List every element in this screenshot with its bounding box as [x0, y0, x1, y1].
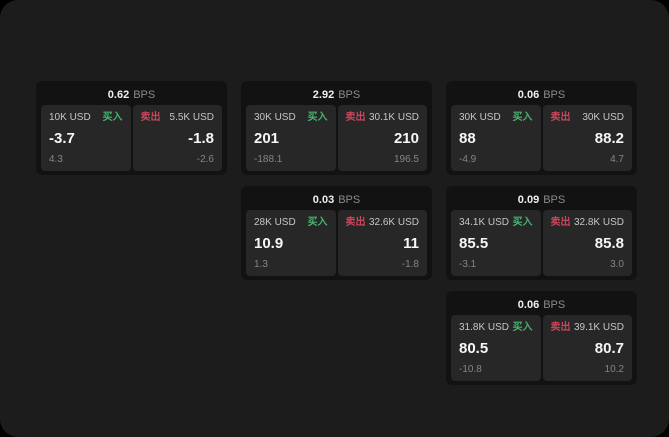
buy-change: -10.8 [459, 364, 482, 375]
buy-panel[interactable]: 30K USD 买入 201 -188.1 [246, 105, 336, 171]
sell-price: -1.8 [188, 130, 214, 147]
buy-amount: 10K USD [49, 112, 91, 123]
bps-header: 0.06 BPS [446, 81, 637, 106]
buy-amount: 31.8K USD [459, 322, 510, 333]
sell-side-label: 卖出 [550, 112, 571, 123]
sell-change: 196.5 [393, 154, 419, 165]
buy-amount: 30K USD [254, 112, 296, 123]
buy-price: 201 [254, 130, 280, 147]
bps-unit-label: BPS [543, 194, 566, 206]
buy-side-label: 买入 [512, 112, 533, 123]
sell-amount: 30K USD [582, 112, 624, 123]
bps-value: 0.06 [517, 89, 540, 101]
buy-panel[interactable]: 31.8K USD 买入 80.5 -10.8 [451, 315, 541, 381]
bps-header: 0.09 BPS [446, 186, 637, 211]
buy-amount: 34.1K USD [459, 217, 510, 228]
bps-header: 2.92 BPS [241, 81, 432, 106]
sell-side-label: 卖出 [345, 112, 366, 123]
buy-side-label: 买入 [307, 217, 328, 228]
bps-unit-label: BPS [543, 89, 566, 101]
buy-price: 88 [459, 130, 476, 147]
bps-unit-label: BPS [338, 194, 361, 206]
sell-amount: 32.8K USD [573, 217, 624, 228]
buy-change: 4.3 [49, 154, 63, 165]
bps-unit-label: BPS [133, 89, 156, 101]
sell-price: 11 [403, 235, 419, 252]
sell-side-label: 卖出 [550, 322, 571, 333]
bps-unit-label: BPS [338, 89, 361, 101]
quote-card: 0.06 BPS 31.8K USD 买入 80.5 -10.8 卖出 39.1… [446, 291, 637, 385]
buy-panel[interactable]: 30K USD 买入 88 -4.9 [451, 105, 541, 171]
buy-change: -4.9 [459, 154, 477, 165]
quote-card: 0.62 BPS 10K USD 买入 -3.7 4.3 卖出 5.5K USD… [36, 81, 227, 175]
sell-side-label: 卖出 [140, 112, 161, 123]
buy-change: -3.1 [459, 259, 477, 270]
sell-change: 10.2 [604, 364, 624, 375]
sell-change: -1.8 [401, 259, 419, 270]
bps-value: 0.09 [517, 194, 540, 206]
buy-price: 80.5 [459, 340, 489, 357]
buy-amount: 28K USD [254, 217, 296, 228]
sell-change: 3.0 [610, 259, 624, 270]
buy-change: 1.3 [254, 259, 268, 270]
quote-card: 0.09 BPS 34.1K USD 买入 85.5 -3.1 卖出 32.8K… [446, 186, 637, 280]
buy-panel[interactable]: 34.1K USD 买入 85.5 -3.1 [451, 210, 541, 276]
bps-value: 0.06 [517, 299, 540, 311]
sell-amount: 5.5K USD [169, 112, 214, 123]
buy-price: -3.7 [49, 130, 75, 147]
quote-card: 0.06 BPS 30K USD 买入 88 -4.9 卖出 30K USD 8… [446, 81, 637, 175]
buy-side-label: 买入 [512, 217, 533, 228]
buy-amount: 30K USD [459, 112, 501, 123]
sell-panel[interactable]: 卖出 30.1K USD 210 196.5 [337, 105, 427, 171]
quote-card: 0.03 BPS 28K USD 买入 10.9 1.3 卖出 32.6K US… [241, 186, 432, 280]
sell-amount: 32.6K USD [368, 217, 419, 228]
sell-price: 80.7 [594, 340, 624, 357]
buy-side-label: 买入 [307, 112, 328, 123]
buy-price: 85.5 [459, 235, 489, 252]
bps-header: 0.62 BPS [36, 81, 227, 106]
buy-side-label: 买入 [102, 112, 123, 123]
sell-panel[interactable]: 卖出 30K USD 88.2 4.7 [542, 105, 632, 171]
sell-change: 4.7 [610, 154, 624, 165]
sell-side-label: 卖出 [345, 217, 366, 228]
bps-unit-label: BPS [543, 299, 566, 311]
bps-header: 0.03 BPS [241, 186, 432, 211]
bps-header: 0.06 BPS [446, 291, 637, 316]
sell-panel[interactable]: 卖出 39.1K USD 80.7 10.2 [542, 315, 632, 381]
sell-panel[interactable]: 卖出 32.8K USD 85.8 3.0 [542, 210, 632, 276]
buy-price: 10.9 [254, 235, 284, 252]
bps-value: 0.03 [312, 194, 335, 206]
sell-change: -2.6 [196, 154, 214, 165]
sell-side-label: 卖出 [550, 217, 571, 228]
buy-side-label: 买入 [512, 322, 533, 333]
sell-amount: 39.1K USD [573, 322, 624, 333]
buy-change: -188.1 [254, 154, 283, 165]
buy-panel[interactable]: 10K USD 买入 -3.7 4.3 [41, 105, 131, 171]
sell-price: 210 [393, 130, 419, 147]
quote-card: 2.92 BPS 30K USD 买入 201 -188.1 卖出 30.1K … [241, 81, 432, 175]
buy-panel[interactable]: 28K USD 买入 10.9 1.3 [246, 210, 336, 276]
sell-price: 88.2 [594, 130, 624, 147]
sell-price: 85.8 [594, 235, 624, 252]
sell-amount: 30.1K USD [368, 112, 419, 123]
bps-value: 0.62 [107, 89, 130, 101]
bps-value: 2.92 [312, 89, 335, 101]
sell-panel[interactable]: 卖出 32.6K USD 11 -1.8 [337, 210, 427, 276]
sell-panel[interactable]: 卖出 5.5K USD -1.8 -2.6 [132, 105, 222, 171]
